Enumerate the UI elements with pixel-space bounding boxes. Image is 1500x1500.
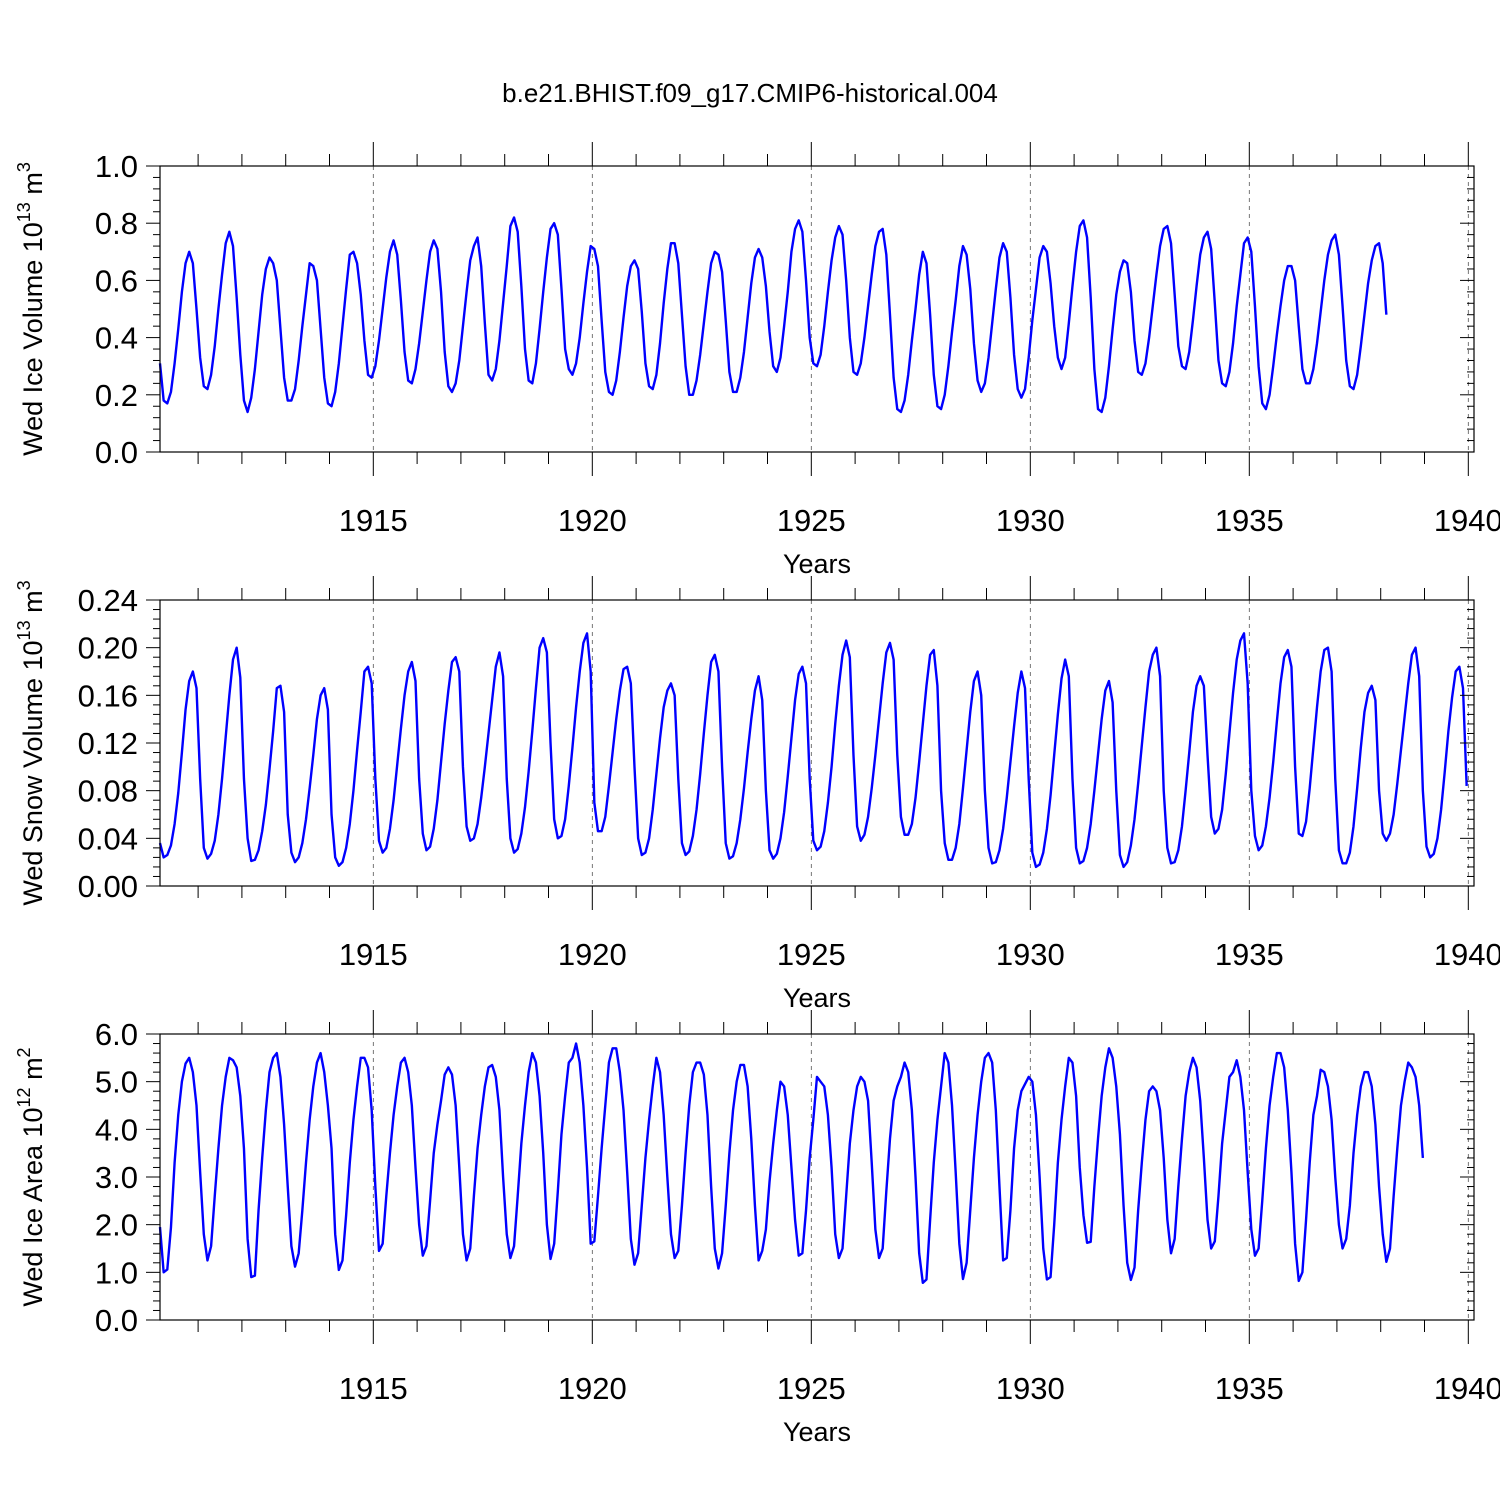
y-tick-label: 0.08 [78,774,138,809]
x-axis-label: Years [783,1417,851,1447]
x-tick-label: 1915 [339,503,408,538]
y-tick-label: 1.0 [95,1255,138,1290]
x-tick-label: 1925 [777,937,846,972]
x-tick-label: 1935 [1215,937,1284,972]
y-tick-label: 0.12 [78,726,138,761]
x-tick-label: 1940 [1434,1371,1500,1406]
x-tick-label: 1935 [1215,1371,1284,1406]
y-tick-label: 1.0 [95,149,138,184]
x-tick-label: 1935 [1215,503,1284,538]
x-tick-label: 1920 [558,503,627,538]
y-axis-label: Wed Ice Area 1012 m2 [14,1047,48,1306]
chart-panel-1: 0.0 0.2 0.4 0.6 0.8 1.0 1915 1920 1925 1930 1935 19… [14,142,1500,579]
y-tick-label: 5.0 [95,1065,138,1100]
chart-panel-3: 0.0 1.0 2.0 3.0 4.0 5.0 6.0 1915 1920 1925 1930 193… [14,1010,1500,1447]
y-tick-label: 4.0 [95,1112,138,1147]
y-tick-label: 0.20 [78,631,138,666]
y-tick-label: 0.2 [95,378,138,413]
y-tick-label: 0.04 [78,821,138,856]
y-tick-label: 2.0 [95,1208,138,1243]
y-tick-label: 0.0 [95,1303,138,1338]
y-tick-label: 0.24 [78,583,138,618]
y-tick-label: 0.6 [95,263,138,298]
y-tick-label: 0.4 [95,321,138,356]
x-tick-label: 1930 [996,1371,1065,1406]
x-tick-label: 1930 [996,937,1065,972]
y-tick-label: 6.0 [95,1017,138,1052]
x-axis-label: Years [783,549,851,579]
y-tick-label: 3.0 [95,1160,138,1195]
x-tick-label: 1925 [777,1371,846,1406]
x-tick-label: 1915 [339,937,408,972]
series-line-2-1 [158,632,1468,869]
y-tick-label: 0.0 [95,435,138,470]
series-line-3-1 [158,1042,1425,1285]
x-tick-label: 1915 [339,1371,408,1406]
x-tick-label: 1940 [1434,503,1500,538]
x-axis-label: Years [783,983,851,1013]
chart-panel-2: 0.00 0.04 0.08 0.12 0.16 0.20 0.24 1915 1920 1925… [14,576,1500,1013]
x-tick-label: 1930 [996,503,1065,538]
plot-frame [159,165,1475,453]
y-axis-label: Wed Snow Volume 1013 m3 [14,580,48,905]
x-tick-label: 1940 [1434,937,1500,972]
y-tick-label: 0.00 [78,869,138,904]
figure-title: b.e21.BHIST.f09_g17.CMIP6-historical.004 [502,78,998,108]
x-tick-label: 1920 [558,1371,627,1406]
y-tick-label: 0.8 [95,206,138,241]
x-tick-label: 1925 [777,503,846,538]
y-axis-label: Wed Ice Volume 1013 m3 [14,162,48,456]
panels: 0.0 0.2 0.4 0.6 0.8 1.0 1915 1920 1925 1930 1935 19… [14,142,1500,1447]
y-tick-label: 0.16 [78,678,138,713]
x-tick-label: 1920 [558,937,627,972]
series-line-1-1 [158,216,1388,414]
